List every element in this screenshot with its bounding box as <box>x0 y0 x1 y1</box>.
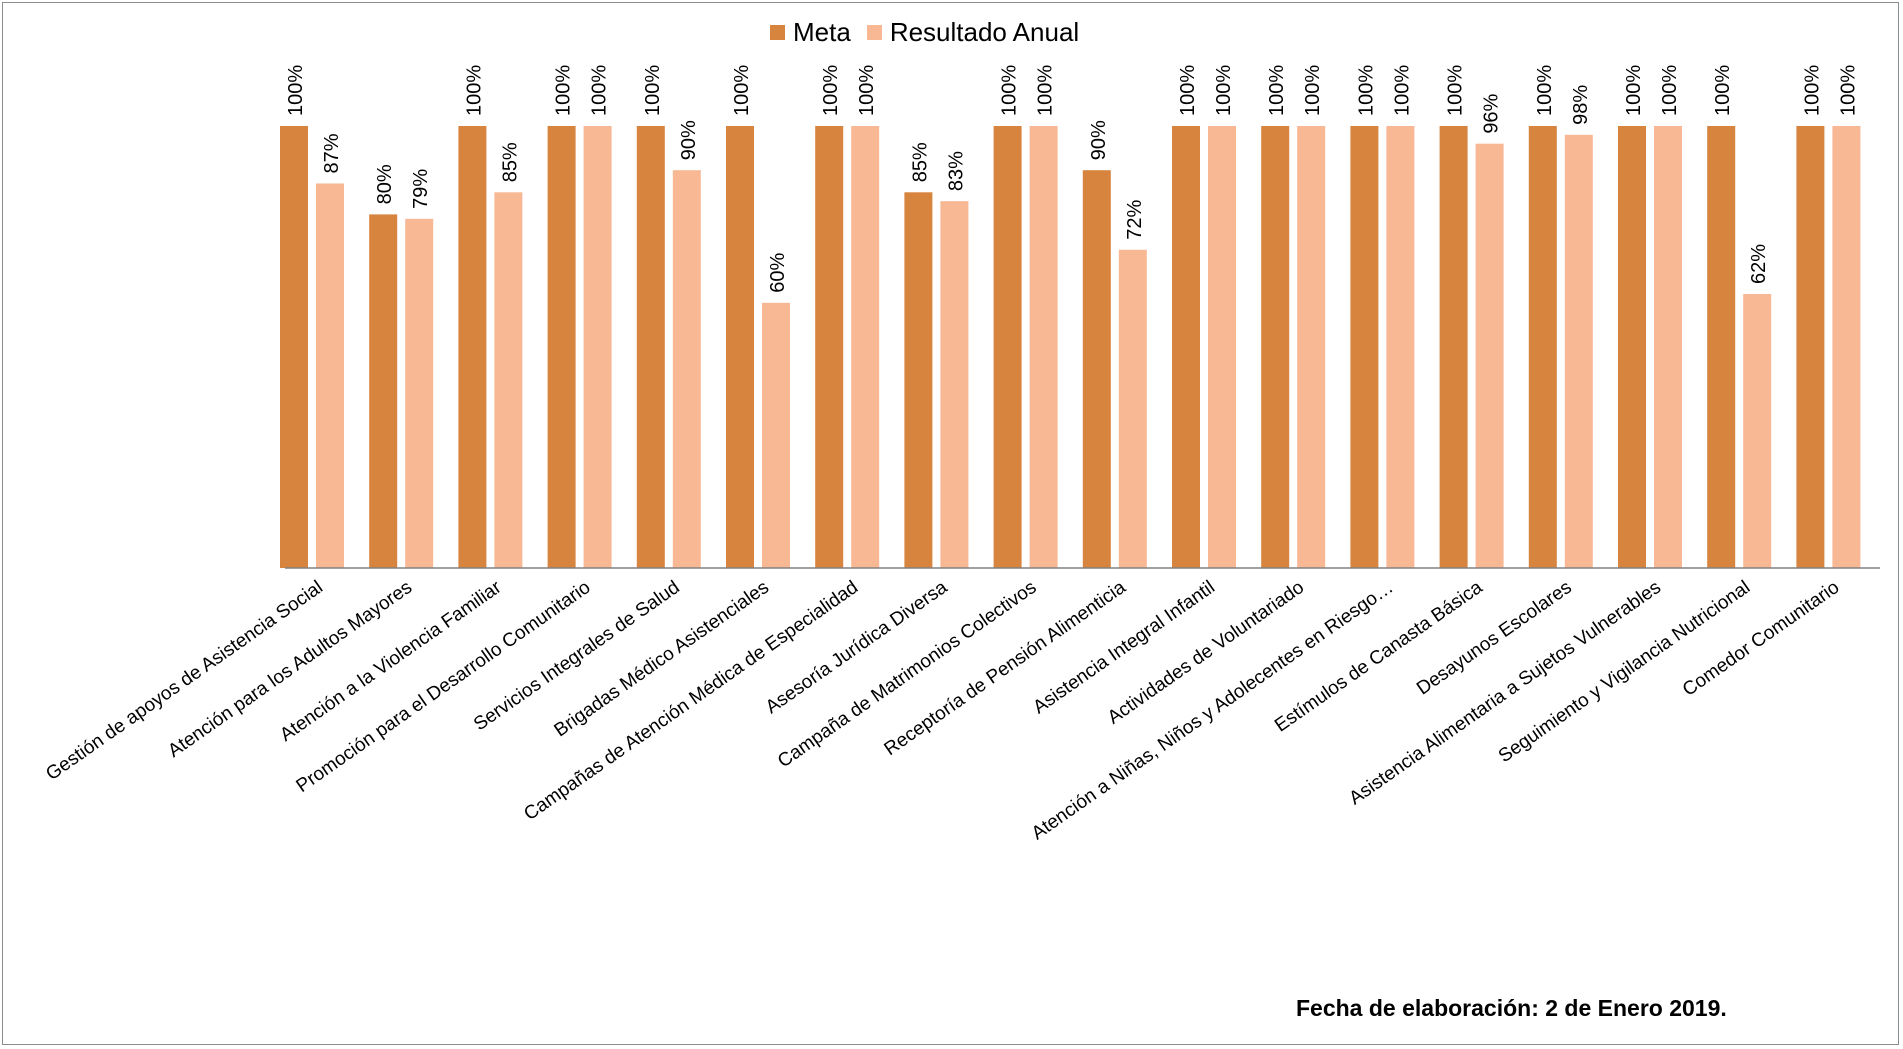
category-tick-label: Campañas de Atención Médica de Especiali… <box>520 577 862 825</box>
bar-resultado <box>1208 126 1236 568</box>
data-label-meta: 100% <box>1266 65 1288 116</box>
data-label-resultado: 100% <box>1035 65 1057 116</box>
bar-meta <box>1528 126 1557 568</box>
data-label-resultado: 60% <box>767 253 789 293</box>
data-label-meta: 100% <box>1177 65 1199 116</box>
bar-resultado <box>1386 126 1415 568</box>
data-label-resultado: 98% <box>1570 85 1592 125</box>
bar-resultado <box>583 126 612 568</box>
footnote-date: Fecha de elaboración: 2 de Enero 2019. <box>1296 995 1727 1021</box>
data-label-resultado: 96% <box>1481 93 1503 133</box>
data-label-resultado: 100% <box>1659 65 1681 116</box>
data-label-resultado: 85% <box>499 142 521 182</box>
legend-item-meta: Meta <box>770 17 851 48</box>
bar-meta <box>547 126 576 568</box>
bar-resultado <box>494 192 523 569</box>
data-label-resultado: 100% <box>589 65 611 116</box>
bar-resultado <box>405 218 434 568</box>
legend-swatch-meta <box>770 24 785 40</box>
data-label-meta: 85% <box>909 142 931 182</box>
bar-meta <box>1796 126 1825 568</box>
bar-meta <box>280 126 308 568</box>
data-label-meta: 90% <box>1088 120 1110 160</box>
bar-resultado <box>316 183 344 568</box>
bar-resultado <box>1654 126 1682 568</box>
data-label-resultado: 100% <box>856 65 878 116</box>
data-label-resultado: 83% <box>945 151 967 191</box>
data-label-meta: 100% <box>642 65 664 116</box>
bar-meta <box>369 214 398 568</box>
category-tick-label: Asistencia Alimentaria a Sujetos Vulnera… <box>1345 577 1664 809</box>
bar-meta <box>1261 126 1290 568</box>
category-tick-label: Desayunos Escolares <box>1413 577 1576 700</box>
data-label-resultado: 100% <box>1837 65 1859 116</box>
data-label-resultado: 79% <box>410 169 432 209</box>
bar-resultado <box>1564 134 1593 568</box>
bar-meta <box>1439 126 1468 568</box>
bar-resultado <box>1029 126 1058 568</box>
data-label-meta: 100% <box>553 65 575 116</box>
data-label-meta: 100% <box>1801 65 1823 116</box>
legend-label-resultado: Resultado Anual <box>889 16 1080 47</box>
bar-resultado <box>1118 249 1147 568</box>
bar-resultado <box>851 126 880 568</box>
data-label-meta: 100% <box>1623 65 1645 116</box>
bar-resultado <box>762 302 790 568</box>
data-label-meta: 100% <box>1534 65 1556 116</box>
legend-label-meta: Meta <box>793 16 851 47</box>
data-label-meta: 100% <box>999 65 1021 116</box>
legend-swatch-resultado <box>866 24 882 40</box>
category-tick-label: Comedor Comunitario <box>1679 577 1843 701</box>
bar-resultado <box>1743 293 1772 568</box>
bar-meta <box>904 192 933 569</box>
data-label-resultado: 100% <box>1391 65 1413 116</box>
bar-resultado <box>940 201 969 568</box>
data-label-meta: 100% <box>820 65 842 116</box>
bar-meta <box>1618 126 1646 568</box>
bar-meta <box>1082 170 1111 568</box>
data-label-meta: 100% <box>285 65 307 116</box>
data-label-meta: 100% <box>1445 65 1467 116</box>
bar-meta <box>726 126 754 568</box>
bar-meta <box>1172 126 1200 568</box>
data-label-meta: 100% <box>463 65 485 116</box>
legend-item-resultado: Resultado Anual <box>866 16 1080 48</box>
data-label-resultado: 72% <box>1124 200 1146 240</box>
data-label-resultado: 100% <box>1302 65 1324 116</box>
data-label-resultado: 62% <box>1748 244 1770 284</box>
bar-meta <box>1707 126 1736 568</box>
bar-meta <box>815 126 844 568</box>
data-label-meta: 100% <box>1355 65 1377 116</box>
data-label-meta: 100% <box>1712 65 1734 116</box>
data-label-resultado: 90% <box>678 120 700 160</box>
bar-meta <box>1350 126 1379 568</box>
bar-resultado <box>1475 143 1504 568</box>
data-label-meta: 80% <box>374 164 396 204</box>
bar-meta <box>458 126 487 568</box>
bar-meta <box>993 126 1022 568</box>
bar-resultado <box>672 170 701 568</box>
bar-resultado <box>1297 126 1326 568</box>
data-label-resultado: 87% <box>321 133 343 173</box>
bar-meta <box>636 126 665 568</box>
data-label-meta: 100% <box>731 65 753 116</box>
chart-legend: Meta Resultado Anual <box>770 16 1079 48</box>
data-label-resultado: 100% <box>1213 65 1235 116</box>
bar-resultado <box>1832 126 1861 568</box>
